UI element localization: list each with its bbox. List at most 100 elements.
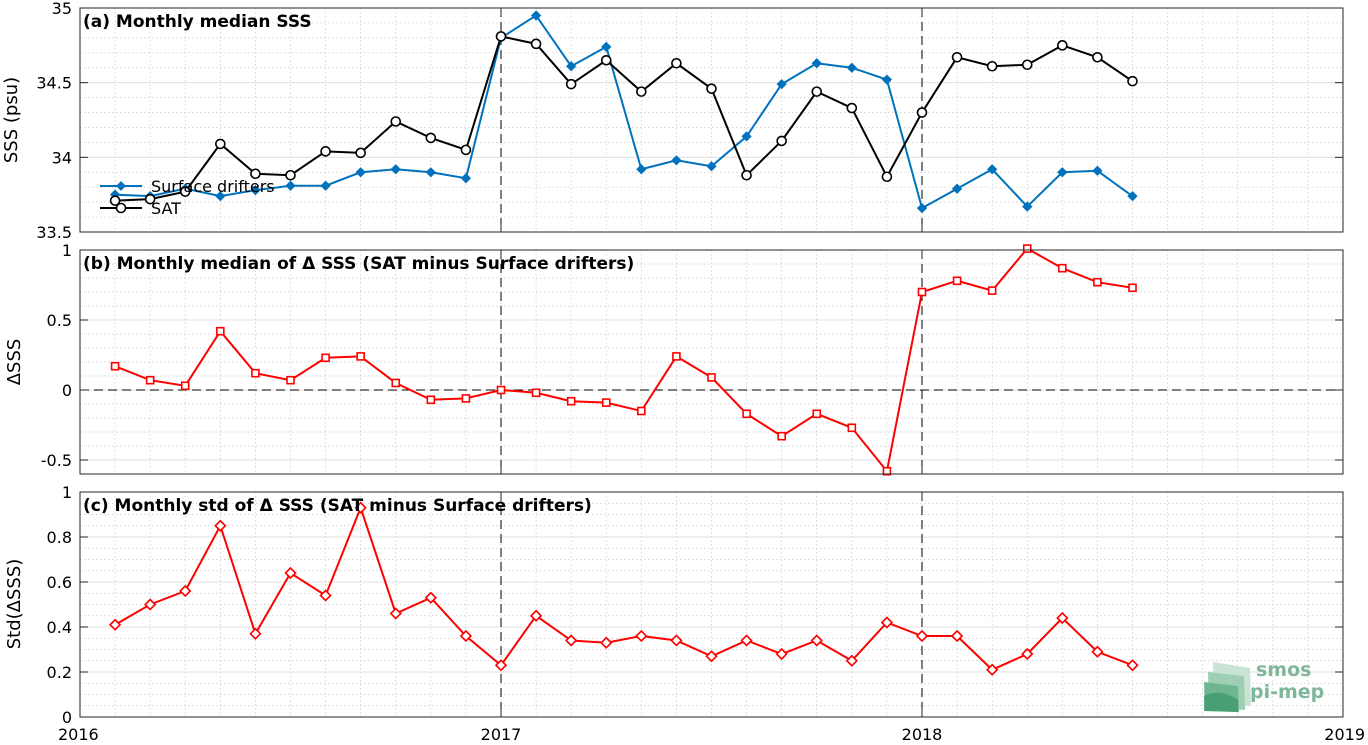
data-point [917, 287, 927, 297]
data-point [529, 609, 543, 622]
series-line [115, 35, 1134, 202]
panel-c-border [79, 491, 1344, 718]
data-point [144, 193, 156, 205]
panel-a-reference-lines [500, 8, 923, 232]
data-point [565, 78, 577, 90]
panel-c: 0 0.2 0.4 0.6 0.8 1 (c) Monthly std of Δ SSS … [4, 483, 1344, 727]
data-point [916, 107, 928, 118]
data-point [987, 286, 997, 295]
data-point [390, 164, 401, 175]
data-point [811, 86, 823, 97]
data-point [1127, 191, 1138, 202]
y-tick-label: 33.5 [36, 223, 72, 242]
data-point [775, 647, 788, 661]
data-point [1056, 611, 1069, 625]
data-point [846, 62, 857, 73]
panel-b-border [79, 249, 1344, 475]
data-point [636, 164, 647, 175]
data-point [1058, 263, 1067, 273]
panel-a: 33.5 34 34.5 35 (a) Monthly median SSS SSS … [1, 0, 1344, 242]
x-tick-label: 2016 [58, 725, 99, 744]
panel-a-series [109, 10, 1138, 214]
logo-text-smos: smos [1256, 659, 1311, 681]
data-point [706, 83, 717, 94]
data-point [706, 161, 717, 172]
data-point [285, 169, 296, 181]
y-tick-label: 0 [62, 708, 72, 727]
data-point [671, 57, 682, 69]
data-point [880, 616, 894, 629]
data-point [1092, 51, 1103, 63]
legend-label-sat: SAT [151, 199, 181, 218]
data-point [355, 147, 366, 159]
data-point [847, 423, 857, 433]
y-tick-label: 1 [62, 483, 72, 502]
data-point [952, 276, 962, 286]
data-point [425, 167, 436, 178]
y-tick-label: 34 [52, 148, 72, 167]
data-point [531, 388, 541, 398]
x-tick-label: 2018 [902, 725, 943, 744]
logo-text-pi-mep: pi-mep [1250, 681, 1324, 703]
y-tick-label: 0.5 [47, 311, 72, 330]
data-point [1092, 165, 1103, 176]
panel-b-series [110, 244, 1137, 476]
y-tick-label: 34.5 [36, 74, 72, 93]
data-point [320, 146, 331, 157]
data-point [950, 629, 964, 643]
panel-a-legend: Surface drifters SAT [100, 177, 275, 218]
data-point [460, 144, 472, 156]
panel-b-reference-lines [80, 250, 1343, 474]
data-point [705, 650, 718, 663]
data-point [811, 58, 822, 69]
data-point [284, 566, 297, 580]
data-point [461, 394, 471, 403]
data-point [425, 132, 437, 144]
panel-c-reference-lines [500, 492, 923, 717]
y-tick-label: 0.4 [47, 618, 72, 637]
data-point [216, 326, 225, 336]
data-point [250, 185, 261, 196]
data-point [179, 584, 192, 598]
data-point [741, 169, 752, 181]
data-point [916, 202, 928, 214]
data-point [496, 385, 506, 395]
smos-pi-mep-logo: smos pi-mep [1204, 659, 1324, 712]
data-point [776, 135, 787, 147]
data-point [354, 501, 367, 514]
data-point [251, 368, 260, 378]
data-point [250, 168, 261, 180]
data-point [214, 519, 227, 532]
y-tick-label: 0.2 [47, 663, 72, 682]
data-point [742, 409, 751, 419]
legend-marker-surface-drifters [116, 181, 126, 191]
data-point [215, 138, 226, 150]
x-tick-label: 2019 [1324, 725, 1365, 744]
data-point [144, 598, 157, 611]
data-point [179, 186, 191, 197]
legend-label-surface-drifters: Surface drifters [151, 177, 275, 196]
panel-a-ylabel: SSS (psu) [1, 77, 22, 163]
panel-c-ylabel: Std(ΔSSS) [4, 559, 25, 650]
data-point [601, 398, 611, 407]
panel-c-y-ticks: 0 0.2 0.4 0.6 0.8 1 [47, 483, 1344, 727]
data-point [881, 171, 893, 183]
data-point [635, 629, 648, 643]
data-point [951, 183, 963, 194]
panel-a-title: (a) Monthly median SSS [83, 12, 312, 32]
data-point [1127, 75, 1138, 87]
panel-b: -0.5 0 0.5 1 (b) Monthly median of Δ SSS (S… [4, 241, 1344, 476]
data-point [1022, 201, 1033, 212]
panel-a-y-ticks: 33.5 34 34.5 35 [36, 0, 1344, 242]
data-point [776, 79, 787, 90]
data-point [495, 31, 507, 42]
data-point [1093, 277, 1102, 287]
data-point [777, 431, 786, 441]
data-point [600, 54, 612, 66]
legend-marker-sat [115, 202, 127, 214]
y-tick-label: 0.8 [47, 528, 72, 547]
data-point [986, 663, 999, 676]
data-point [530, 38, 542, 50]
data-point [459, 629, 473, 643]
